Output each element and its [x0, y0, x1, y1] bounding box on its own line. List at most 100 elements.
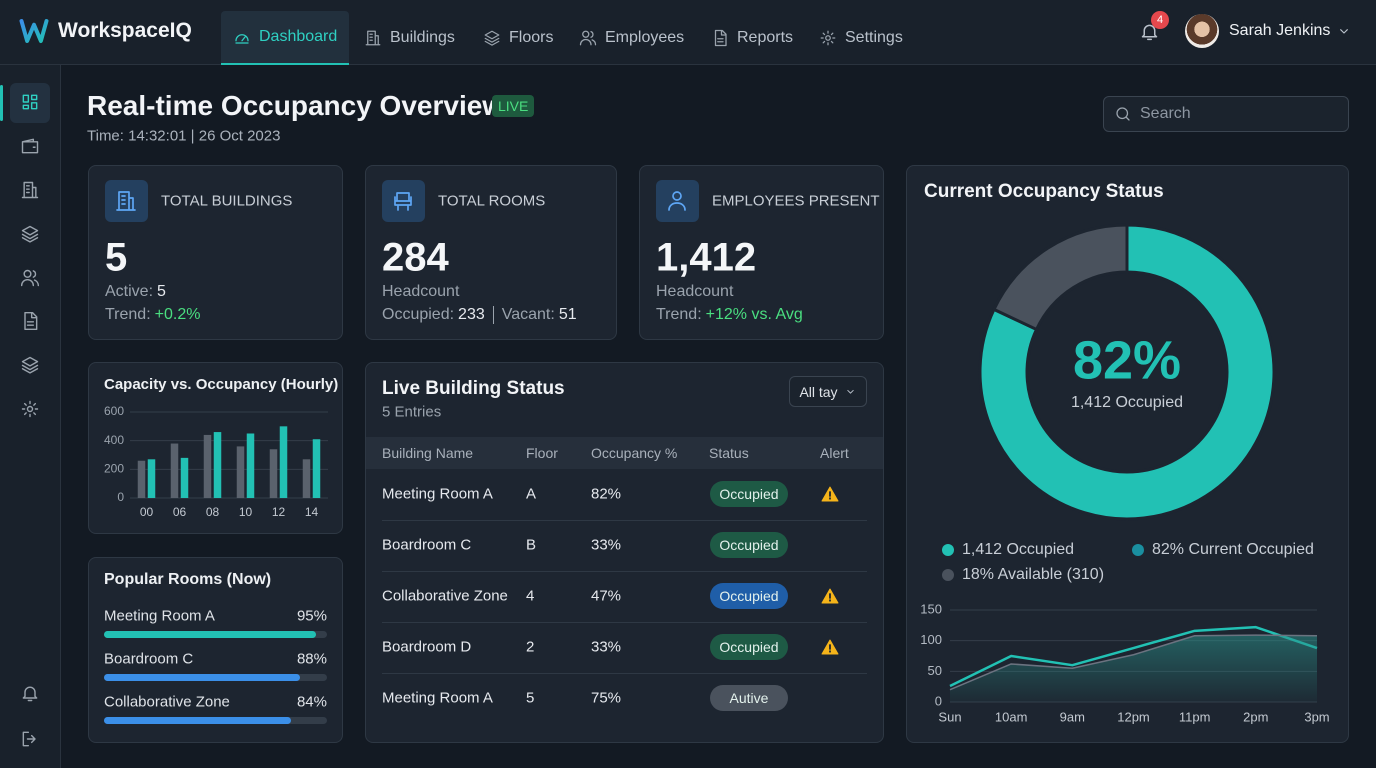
bell-icon	[1141, 24, 1158, 41]
filter-dropdown[interactable]: All tay	[789, 376, 867, 407]
timestamp: Time: 14:32:01 | 26 Oct 2023	[87, 127, 281, 145]
kpi-active-label: Active:	[105, 283, 154, 300]
user-menu-chevron	[1340, 29, 1348, 34]
row-separator	[382, 571, 867, 572]
kpi-line: Headcount	[656, 283, 733, 301]
cell-floor: 5	[526, 689, 535, 707]
kpi-trend-label: Trend:	[105, 306, 151, 323]
sidebar-button[interactable]	[20, 311, 40, 331]
popular-title: Popular Rooms (Now)	[104, 571, 272, 588]
nav-icon	[820, 30, 836, 46]
sidebar-button[interactable]	[20, 92, 40, 112]
room-track	[104, 674, 327, 681]
nav-item[interactable]: Dashboard	[221, 11, 350, 65]
sidebar-icon-shape	[22, 686, 38, 702]
search-icon	[1116, 107, 1130, 121]
status-subtitle: 5 Entries	[382, 403, 442, 421]
nav-item[interactable]: Buildings	[352, 11, 467, 65]
sidebar-button[interactable]	[20, 729, 40, 749]
nav-item[interactable]: Floors	[471, 11, 565, 65]
room-bar	[104, 631, 316, 638]
sidebar-icon-shape	[21, 400, 39, 418]
alert-icon	[821, 639, 839, 655]
room-track	[104, 631, 327, 638]
nav-icon-shape	[714, 29, 727, 47]
room-name: Collaborative Zone	[104, 693, 230, 711]
user-name: Sarah Jenkins	[1229, 22, 1331, 39]
room-value: 84%	[296, 693, 327, 711]
cell-name: Collaborative Zone	[382, 587, 508, 605]
sidebar-icon-shape	[21, 181, 39, 199]
alert-icon	[821, 588, 839, 604]
nav-item[interactable]: Reports	[699, 11, 805, 65]
avatar[interactable]	[1185, 14, 1219, 48]
sidebar-button[interactable]	[20, 268, 40, 288]
kpi-value: 284	[382, 235, 449, 280]
table-header	[366, 437, 883, 469]
nav-label: Dashboard	[259, 28, 338, 45]
brand: WorkspaceIQ	[58, 19, 192, 42]
kpi-trend-label: Trend:	[656, 306, 702, 323]
kpi-line: Occupied: 233 Vacant: 51	[382, 306, 577, 324]
kpi-value: 5	[105, 235, 128, 280]
sidebar-icon-shape	[20, 269, 40, 287]
sidebar-button[interactable]	[20, 180, 40, 200]
cell-name: Meeting Room A	[382, 689, 493, 707]
nav-icon	[714, 29, 727, 47]
cell-name: Boardroom C	[382, 536, 472, 554]
room-value: 88%	[296, 650, 327, 668]
separator	[492, 306, 494, 324]
nav-icon	[365, 30, 381, 46]
nav-item[interactable]: Settings	[807, 11, 915, 65]
cell-occupancy: 33%	[591, 638, 622, 656]
kpi-line: Active: 5	[105, 283, 166, 301]
popular-card	[88, 557, 343, 743]
sidebar-button[interactable]	[20, 136, 40, 156]
sidebar-button[interactable]	[20, 355, 40, 375]
column-header: Occupancy %	[591, 445, 678, 461]
search-box[interactable]: Search	[1103, 96, 1349, 132]
sidebar-icon	[21, 356, 39, 374]
kpi-icon-box	[105, 180, 148, 222]
sidebar-button[interactable]	[20, 224, 40, 244]
sidebar-active	[10, 83, 50, 123]
room-value: 95%	[296, 607, 327, 625]
column-header: Status	[709, 445, 749, 461]
kpi-icon-shape	[116, 191, 136, 211]
cell-occupancy: 82%	[591, 485, 622, 503]
nav-label: Buildings	[390, 29, 455, 46]
sidebar-indicator	[0, 85, 3, 121]
cell-occupancy: 47%	[591, 587, 622, 605]
nav-item[interactable]: Employees	[567, 11, 696, 65]
sidebar-icon-shape	[24, 311, 38, 331]
filter-label: All tay	[799, 383, 838, 400]
bell-icon-shape	[1141, 24, 1158, 41]
sidebar-icon	[24, 311, 38, 331]
nav-icon-shape	[820, 30, 836, 46]
kpi-active: 5	[157, 283, 166, 300]
sidebar-icon	[21, 400, 39, 418]
row-separator	[382, 520, 867, 521]
occupancy-card	[906, 165, 1349, 743]
nav-label: Floors	[509, 29, 554, 46]
kpi-trend: +0.2%	[154, 306, 201, 323]
nav-icon-shape	[579, 30, 597, 46]
kpi-icon-shape	[668, 191, 686, 211]
kpi-icon	[116, 191, 136, 211]
room-name: Meeting Room A	[104, 607, 215, 625]
status-title: Live Building Status	[382, 378, 565, 399]
user-menu-chevron-shape	[1340, 29, 1348, 34]
logo-shape	[19, 19, 49, 43]
kpi-line: Headcount	[382, 283, 459, 301]
sidebar-button[interactable]	[20, 399, 40, 419]
kpi-icon-box	[656, 180, 699, 222]
kpi-occupied: 233	[458, 306, 485, 323]
nav-icon	[579, 30, 597, 46]
sidebar-icon-shape	[22, 94, 38, 110]
sidebar-icon	[22, 731, 36, 747]
sidebar-button[interactable]	[20, 683, 40, 703]
kpi-icon-shape	[394, 192, 412, 211]
kpi-line: Trend: +0.2%	[105, 306, 200, 324]
room-bar	[104, 674, 301, 681]
